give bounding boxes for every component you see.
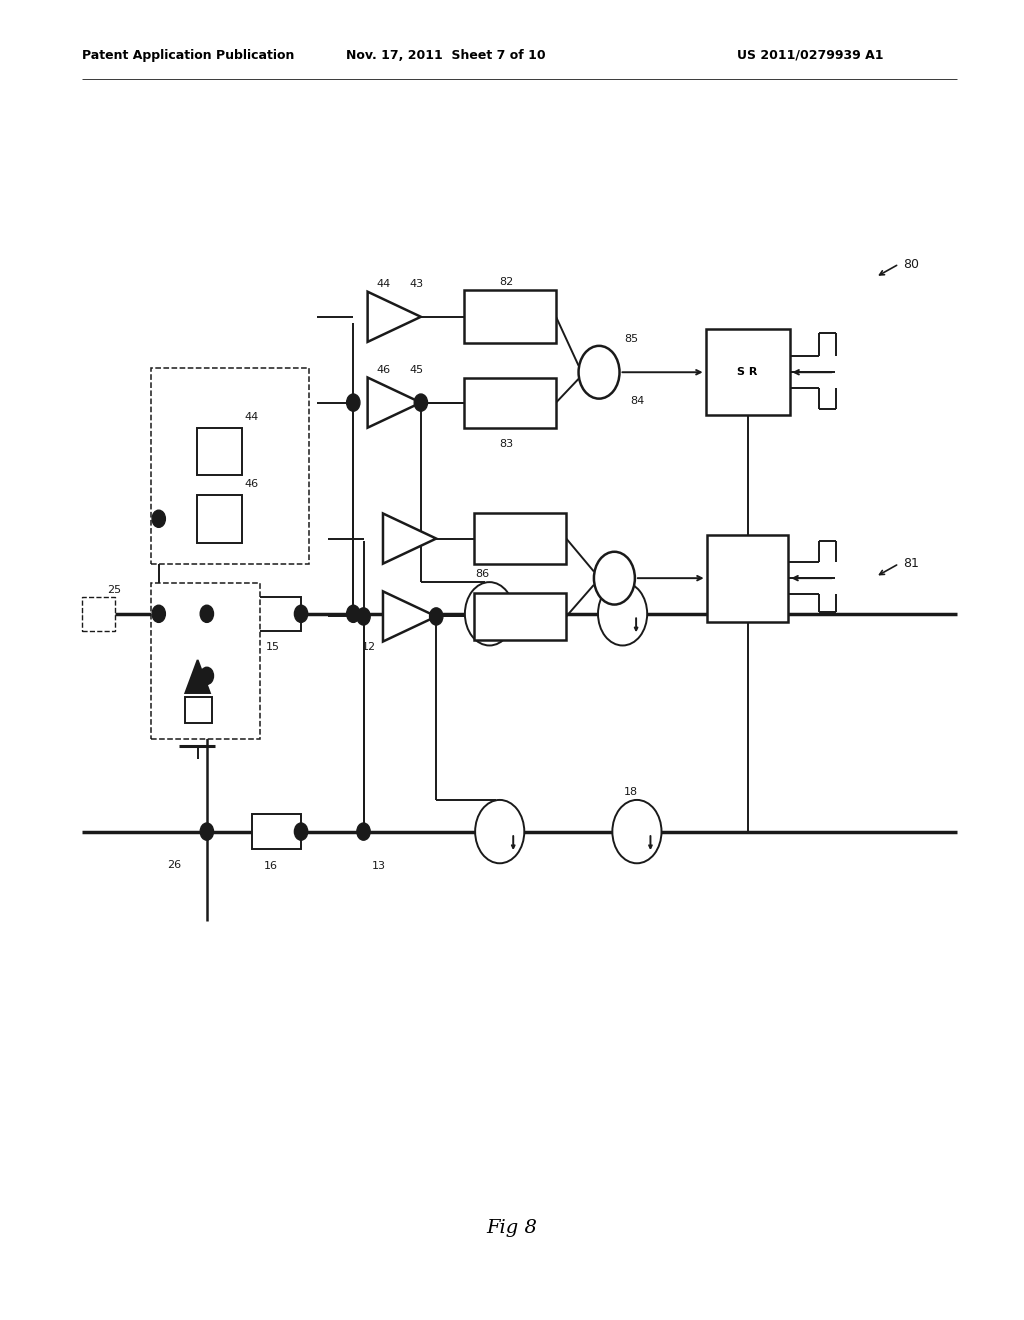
Circle shape (356, 607, 371, 626)
Circle shape (346, 605, 360, 623)
Bar (185, 697, 212, 723)
Text: 85: 85 (625, 334, 639, 345)
Text: 44: 44 (245, 412, 259, 422)
Circle shape (152, 605, 166, 623)
Polygon shape (383, 513, 436, 564)
Circle shape (475, 800, 524, 863)
Polygon shape (185, 660, 210, 693)
Bar (474, 593, 566, 640)
Bar (464, 290, 556, 343)
Polygon shape (368, 292, 421, 342)
Text: 44: 44 (377, 279, 391, 289)
Circle shape (579, 346, 620, 399)
Bar (707, 535, 788, 622)
Bar (197, 428, 242, 475)
Text: 83: 83 (500, 438, 514, 449)
Text: 13: 13 (372, 861, 386, 871)
Bar (151, 368, 309, 564)
Polygon shape (368, 378, 421, 428)
Text: US 2011/0279939 A1: US 2011/0279939 A1 (737, 49, 884, 62)
Text: Nov. 17, 2011  Sheet 7 of 10: Nov. 17, 2011 Sheet 7 of 10 (346, 49, 545, 62)
Circle shape (430, 607, 443, 626)
Bar (82, 597, 115, 631)
Circle shape (594, 552, 635, 605)
Text: 84: 84 (630, 396, 644, 407)
Text: 81: 81 (903, 557, 920, 570)
Text: 12: 12 (361, 642, 376, 652)
Text: 17: 17 (609, 569, 624, 579)
Circle shape (414, 393, 428, 412)
Circle shape (346, 393, 360, 412)
Circle shape (612, 800, 662, 863)
Text: 25: 25 (108, 585, 122, 595)
Bar (706, 330, 790, 414)
Circle shape (598, 582, 647, 645)
Polygon shape (383, 591, 436, 642)
Text: 16: 16 (264, 861, 279, 871)
Circle shape (201, 824, 214, 841)
Bar (474, 513, 566, 564)
Circle shape (465, 582, 514, 645)
Text: 45: 45 (410, 364, 424, 375)
Text: Patent Application Publication: Patent Application Publication (82, 49, 294, 62)
Text: S R: S R (737, 367, 758, 378)
Bar (151, 583, 260, 739)
Text: 86: 86 (475, 569, 489, 579)
Text: 80: 80 (903, 257, 920, 271)
Text: 15: 15 (266, 642, 281, 652)
Bar (464, 378, 556, 428)
Text: 46: 46 (245, 479, 259, 490)
Circle shape (295, 824, 308, 841)
Text: 46: 46 (377, 364, 391, 375)
Text: Fig 8: Fig 8 (486, 1218, 538, 1237)
Bar (252, 814, 301, 849)
Text: 82: 82 (500, 277, 514, 288)
Circle shape (152, 510, 166, 528)
Bar (252, 597, 301, 631)
Bar (197, 495, 242, 543)
Text: 26: 26 (167, 859, 181, 870)
Circle shape (356, 824, 371, 841)
Circle shape (201, 605, 214, 623)
Circle shape (201, 668, 214, 685)
Text: 43: 43 (410, 279, 424, 289)
Text: 18: 18 (624, 787, 638, 797)
Circle shape (295, 605, 308, 623)
